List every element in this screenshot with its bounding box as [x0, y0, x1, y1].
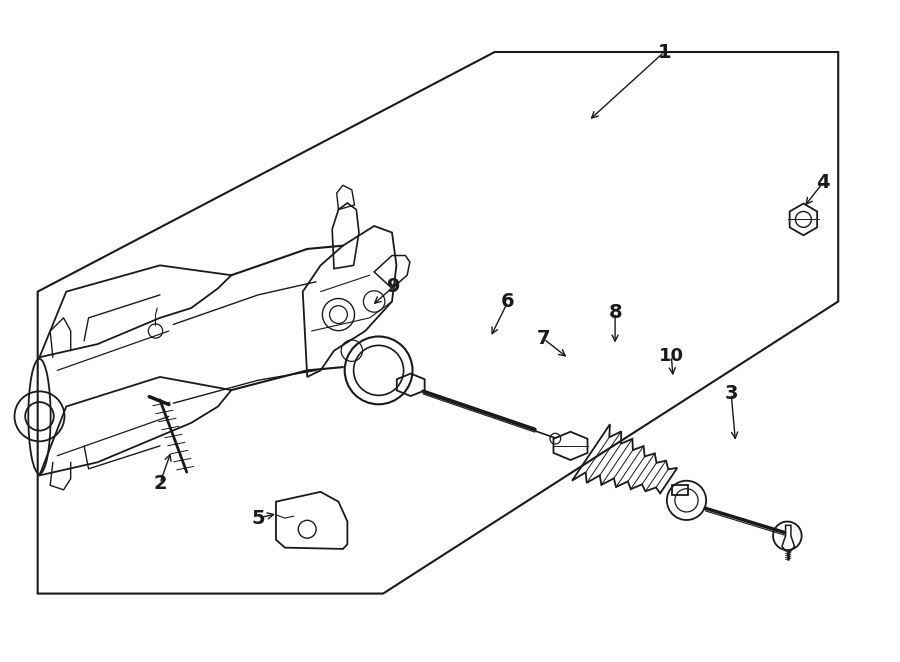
Text: 1: 1: [657, 42, 671, 62]
Text: 6: 6: [501, 292, 515, 311]
Text: 3: 3: [724, 384, 738, 403]
Text: 4: 4: [816, 173, 830, 192]
Polygon shape: [789, 203, 817, 235]
Text: 10: 10: [659, 347, 684, 365]
Text: 7: 7: [537, 330, 551, 348]
Text: 2: 2: [153, 474, 166, 493]
Text: 8: 8: [608, 303, 622, 322]
Text: 5: 5: [251, 508, 265, 528]
Text: 9: 9: [387, 277, 400, 296]
